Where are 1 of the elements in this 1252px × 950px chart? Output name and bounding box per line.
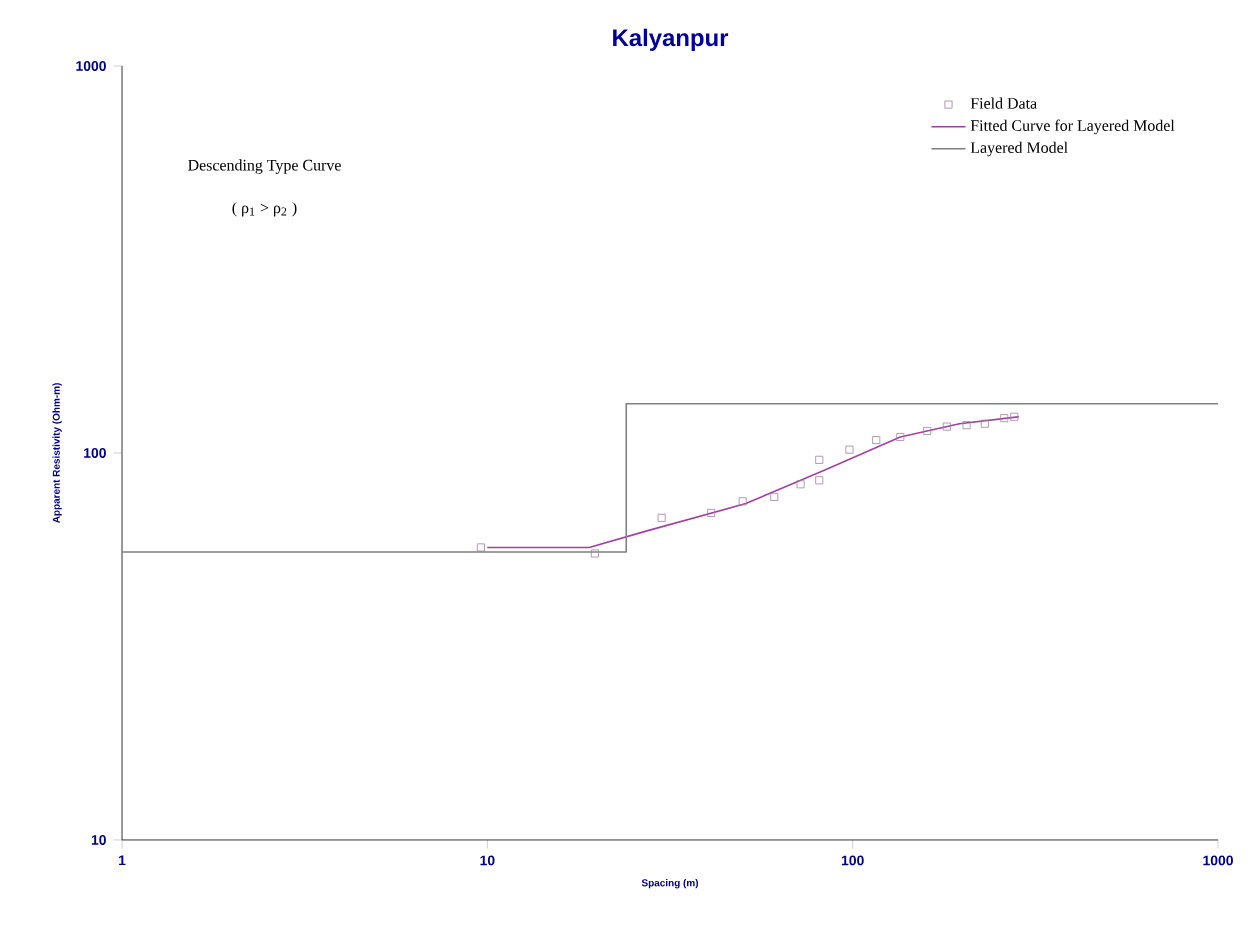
- chart-title: Kalyanpur: [613, 28, 729, 51]
